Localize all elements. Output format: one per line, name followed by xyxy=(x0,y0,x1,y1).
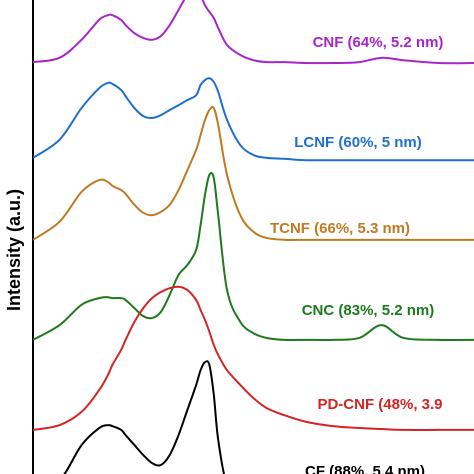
series-label: CNF (64%, 5.2 nm) xyxy=(313,34,444,51)
series-line xyxy=(33,285,474,431)
y-axis-label: Intensity (a.u.) xyxy=(4,189,24,311)
series-label: CNC (83%, 5.2 nm) xyxy=(302,302,435,319)
plot-area xyxy=(33,0,474,474)
series-line xyxy=(33,0,474,65)
series-line xyxy=(63,360,225,474)
series-label: TCNF (66%, 5.3 nm) xyxy=(270,220,410,237)
series-label: LCNF (60%, 5 nm) xyxy=(294,134,422,151)
series-line xyxy=(33,77,474,162)
series-line xyxy=(33,106,474,241)
series-label: CF (88%, 5.4 nm) xyxy=(305,463,425,474)
series-line xyxy=(33,171,474,341)
series-label: PD-CNF (48%, 3.9 xyxy=(317,396,442,413)
